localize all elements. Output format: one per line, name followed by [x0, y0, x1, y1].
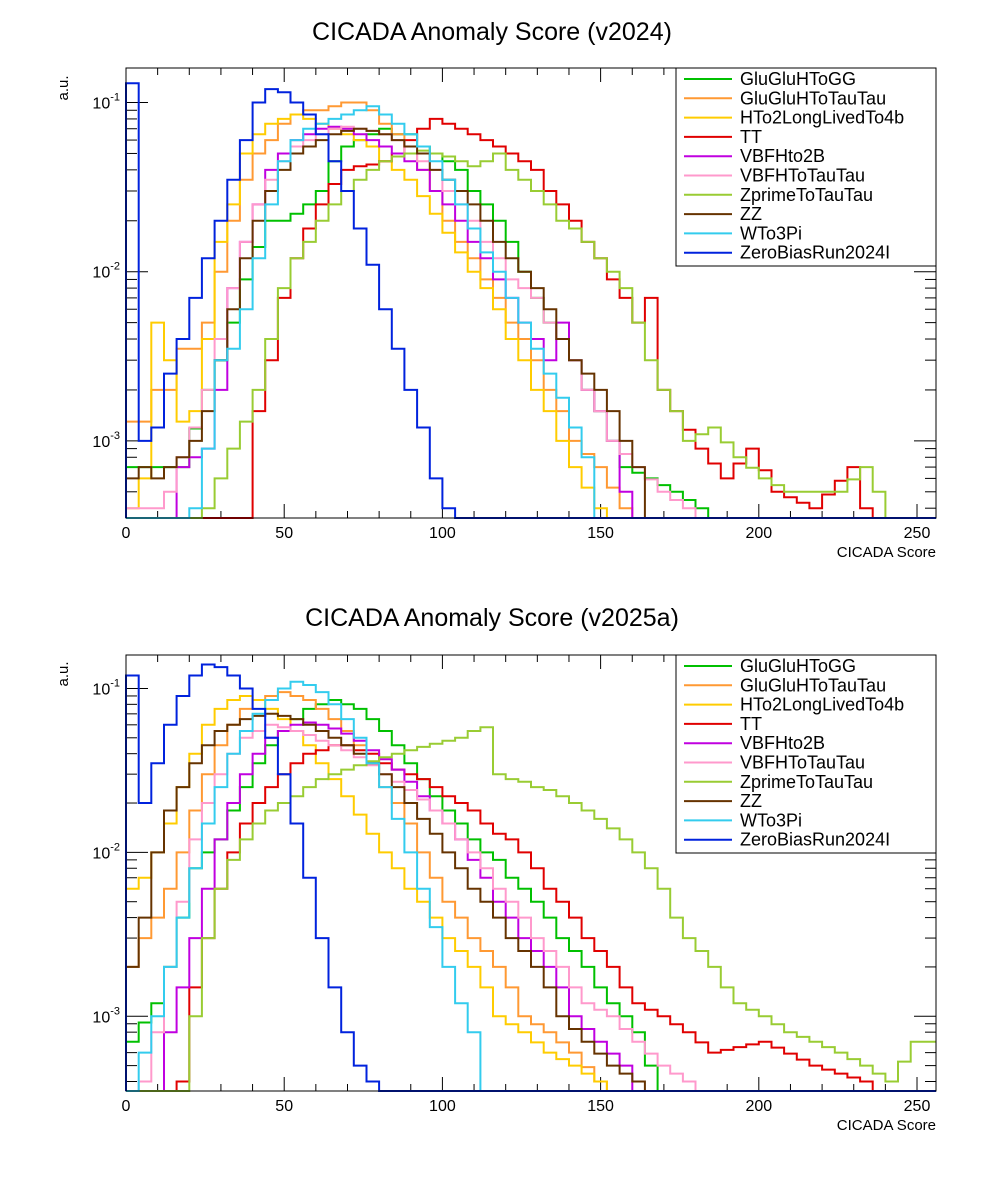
legend-label: VBFHto2B [740, 146, 825, 166]
x-tick-label: 50 [275, 525, 293, 542]
x-tick-label: 0 [122, 1098, 131, 1115]
chart-title: CICADA Anomaly Score (v2024) [312, 18, 672, 46]
histogram-series-TT [126, 744, 936, 1092]
x-tick-label: 100 [429, 1098, 456, 1115]
legend-label: ZZ [740, 204, 762, 224]
legend-label: ZeroBiasRun2024I [740, 243, 890, 263]
legend-items: GluGluHToGGGluGluHToTauTauHTo2LongLivedT… [684, 69, 904, 263]
x-tick-label: 200 [745, 525, 772, 542]
x-axis-label: CICADA Score [837, 544, 936, 561]
y-tick-label: 10-1 [92, 677, 120, 698]
x-tick-label: 100 [429, 525, 456, 542]
legend-label: VBFHToTauTau [740, 753, 865, 773]
panel-v2024: CICADA Anomaly Score (v2024) a.u. CICADA… [55, 18, 937, 561]
legend-items: GluGluHToGGGluGluHToTauTauHTo2LongLivedT… [684, 656, 904, 850]
legend: GluGluHToGGGluGluHToTauTauHTo2LongLivedT… [675, 67, 937, 267]
legend-label: GluGluHToGG [740, 656, 856, 676]
plot-frame [125, 67, 937, 519]
x-tick-label: 0 [122, 525, 131, 542]
x-tick-label: 250 [904, 1098, 931, 1115]
legend-label: HTo2LongLivedTo4b [740, 108, 904, 128]
histogram-series-ZprimeToTauTau [126, 149, 936, 519]
y-axis-label: a.u. [55, 661, 72, 686]
legend-label: WTo3Pi [740, 810, 802, 830]
legend-label: ZprimeToTauTau [740, 772, 873, 792]
x-axis-label: CICADA Score [837, 1117, 936, 1134]
legend-box [675, 67, 937, 267]
legend-label: GluGluHToGG [740, 69, 856, 89]
x-tick-label: 250 [904, 525, 931, 542]
legend-label: WTo3Pi [740, 223, 802, 243]
histogram-series-ZprimeToTauTau [126, 726, 936, 1092]
x-tick-label: 150 [587, 525, 614, 542]
legend-label: GluGluHToTauTau [740, 675, 886, 695]
tick-layer: 0 50 100 150 200 250 10-3 10-2 10-1 [92, 655, 936, 1115]
y-tick-label: 10-2 [92, 261, 120, 282]
y-tick-label: 10-2 [92, 841, 120, 862]
chart-title: CICADA Anomaly Score (v2025a) [305, 604, 679, 632]
y-tick-label: 10-3 [92, 1005, 120, 1026]
legend-label: GluGluHToTauTau [740, 88, 886, 108]
x-tick-label: 50 [275, 1098, 293, 1115]
legend: GluGluHToGGGluGluHToTauTauHTo2LongLivedT… [675, 654, 937, 854]
legend-label: TT [740, 714, 762, 734]
legend-label: VBFHto2B [740, 733, 825, 753]
plot-frame [125, 654, 937, 1092]
legend-label: TT [740, 127, 762, 147]
legend-label: ZZ [740, 791, 762, 811]
legend-label: ZeroBiasRun2024I [740, 830, 890, 850]
x-tick-label: 150 [587, 1098, 614, 1115]
y-axis-label: a.u. [55, 75, 72, 100]
panel-v2025a: CICADA Anomaly Score (v2025a) a.u. CICAD… [55, 604, 937, 1134]
x-tick-label: 200 [745, 1098, 772, 1115]
legend-label: ZprimeToTauTau [740, 185, 873, 205]
legend-label: HTo2LongLivedTo4b [740, 695, 904, 715]
y-tick-label: 10-1 [92, 92, 120, 113]
y-tick-label: 10-3 [92, 430, 120, 451]
legend-label: VBFHToTauTau [740, 166, 865, 186]
